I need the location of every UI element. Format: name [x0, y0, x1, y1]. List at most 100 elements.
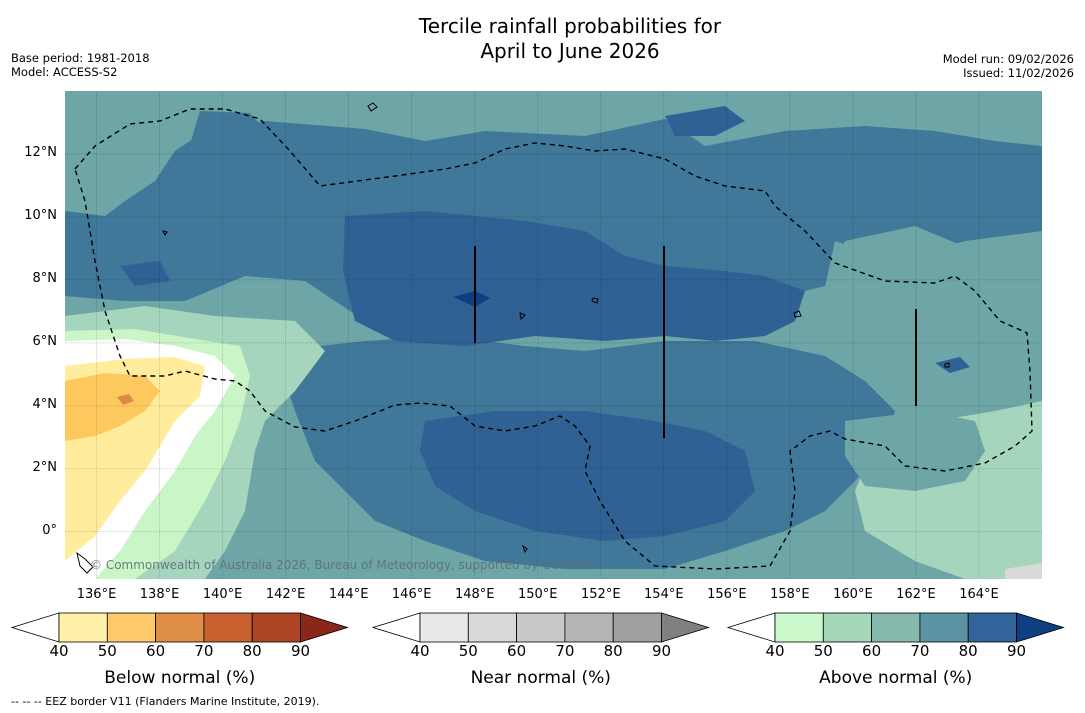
probability-map	[65, 91, 1042, 579]
colorbars	[10, 612, 1065, 643]
meta-right: Model run: 09/02/2026 Issued: 11/02/2026	[943, 52, 1074, 80]
colorbar-near-segment	[419, 612, 469, 643]
colorbar-tick-label: 80	[242, 642, 262, 660]
island-ngulu	[367, 102, 378, 112]
colorbar-below	[10, 612, 349, 643]
colorbar-near-segment	[564, 612, 614, 643]
colorbar-above-segment	[871, 612, 921, 643]
lon-tick-label: 138°E	[139, 587, 180, 602]
colorbar-title: Near normal (%)	[470, 668, 611, 688]
lon-tick-label: 136°E	[76, 587, 117, 602]
region-above-80-spot-east	[935, 357, 970, 373]
region-below-60	[117, 394, 134, 405]
colorbar-title: Below normal (%)	[104, 668, 256, 688]
base-period-text: Base period: 1981-2018	[11, 51, 150, 65]
colorbar-tick-label: 80	[603, 642, 623, 660]
lon-tick-label: 162°E	[896, 587, 936, 602]
region-above-60-se	[845, 411, 985, 491]
chart-title: Tercile rainfall probabilities for April…	[0, 14, 1085, 64]
colorbar-tick-label: 60	[507, 642, 527, 660]
colorbar-tick-label: 60	[146, 642, 166, 660]
colorbar-above-segment	[919, 612, 969, 643]
map-panel	[65, 91, 1042, 579]
colorbar-tick-label: 70	[194, 642, 214, 660]
colorbar-near-segment	[467, 612, 517, 643]
model-run-text: Model run: 09/02/2026	[942, 52, 1074, 66]
colorbar-tick-label: 80	[958, 642, 978, 660]
colorbar-above	[726, 612, 1065, 643]
region-above-60-east	[830, 226, 995, 316]
lat-tick-label: 4°N	[32, 396, 58, 412]
colorbar-above-segment	[967, 612, 1017, 643]
lat-tick-label: 6°N	[32, 333, 58, 349]
colorbar-above-max-extend	[1016, 612, 1065, 643]
colorbar-above-segment	[774, 612, 824, 643]
region-above-70-north	[65, 119, 1042, 321]
lon-tick-label: 154°E	[644, 587, 684, 602]
colorbar-tick-label: 40	[765, 642, 785, 660]
eez-footnote: -- -- -- EEZ border V11 (Flanders Marine…	[11, 695, 320, 708]
colorbar-below-segment	[203, 612, 253, 643]
colorbar-tick-label: 60	[862, 642, 882, 660]
colorbar-tick-label: 70	[910, 642, 930, 660]
region-above-90-spot	[453, 291, 490, 307]
lon-tick-label: 160°E	[833, 587, 873, 602]
lon-tick-label: 152°E	[581, 587, 621, 602]
colorbar-near-segment	[516, 612, 566, 643]
title-line-1: Tercile rainfall probabilities for	[418, 14, 722, 38]
colorbar-above-min-extend	[726, 612, 776, 643]
dateline-style-marks	[474, 246, 917, 438]
colorbar-tick-label: 90	[651, 642, 672, 660]
colorbar-below-segment	[58, 612, 108, 643]
lat-tick-label: 10°N	[24, 207, 57, 223]
colorbar-tick-label: 90	[1006, 642, 1027, 660]
land-features	[76, 102, 950, 574]
island-small-3	[519, 312, 526, 321]
lon-tick-label: 156°E	[707, 587, 747, 602]
title-line-2: April to June 2026	[480, 39, 660, 63]
colorbar-tick-label: 50	[97, 642, 117, 660]
lon-tick-label: 144°E	[328, 587, 369, 602]
lon-tick-label: 146°E	[391, 587, 432, 602]
lon-tick-label: 164°E	[959, 587, 999, 602]
colorbar-tick-label: 70	[555, 642, 575, 660]
island-small-1	[162, 230, 168, 236]
lon-tick-label: 150°E	[517, 587, 558, 602]
issued-text: Issued: 11/02/2026	[963, 66, 1074, 80]
colorbar-near-min-extend	[371, 612, 421, 643]
region-above-80-center	[343, 211, 805, 346]
colorbar-below-segment	[155, 612, 205, 643]
region-above-70-topleft	[185, 111, 270, 186]
lat-tick-label: 12°N	[24, 144, 57, 160]
island-woleai	[793, 310, 802, 318]
lat-tick-label: 2°N	[32, 459, 58, 475]
colorbar-title: Above normal (%)	[819, 668, 973, 688]
island-small-2	[522, 544, 528, 554]
island-pohnpei	[591, 297, 599, 304]
lat-tick-label: 0°	[42, 522, 57, 538]
lon-tick-label: 142°E	[265, 587, 306, 602]
region-below-50	[65, 373, 160, 441]
colorbar-tick-label: 40	[49, 642, 69, 660]
colorbar-near-max-extend	[661, 612, 710, 643]
colorbar-tick-label: 50	[458, 642, 478, 660]
copyright-watermark: © Commonwealth of Australia 2026, Bureau…	[90, 558, 596, 572]
island-kosrae	[944, 362, 950, 368]
colorbar-above-segment	[822, 612, 872, 643]
meta-left: Base period: 1981-2018 Model: ACCESS-S2	[11, 51, 150, 79]
colorbar-tick-label: 40	[410, 642, 430, 660]
colorbar-below-segment	[106, 612, 157, 643]
region-above-80-ne	[665, 106, 745, 136]
colorbar-tick-label: 50	[813, 642, 833, 660]
colorbar-near	[371, 612, 710, 643]
eez-border-west	[74, 108, 1033, 570]
colorbar-below-max-extend	[300, 612, 349, 643]
colorbar-tick-label: 90	[290, 642, 311, 660]
colorbar-near-segment	[612, 612, 662, 643]
lon-tick-label: 158°E	[770, 587, 810, 602]
lat-tick-label: 8°N	[32, 270, 58, 286]
region-above-80-nw	[120, 261, 170, 286]
island-palau	[76, 551, 94, 574]
colorbar-below-min-extend	[10, 612, 60, 643]
lon-tick-label: 140°E	[202, 587, 243, 602]
